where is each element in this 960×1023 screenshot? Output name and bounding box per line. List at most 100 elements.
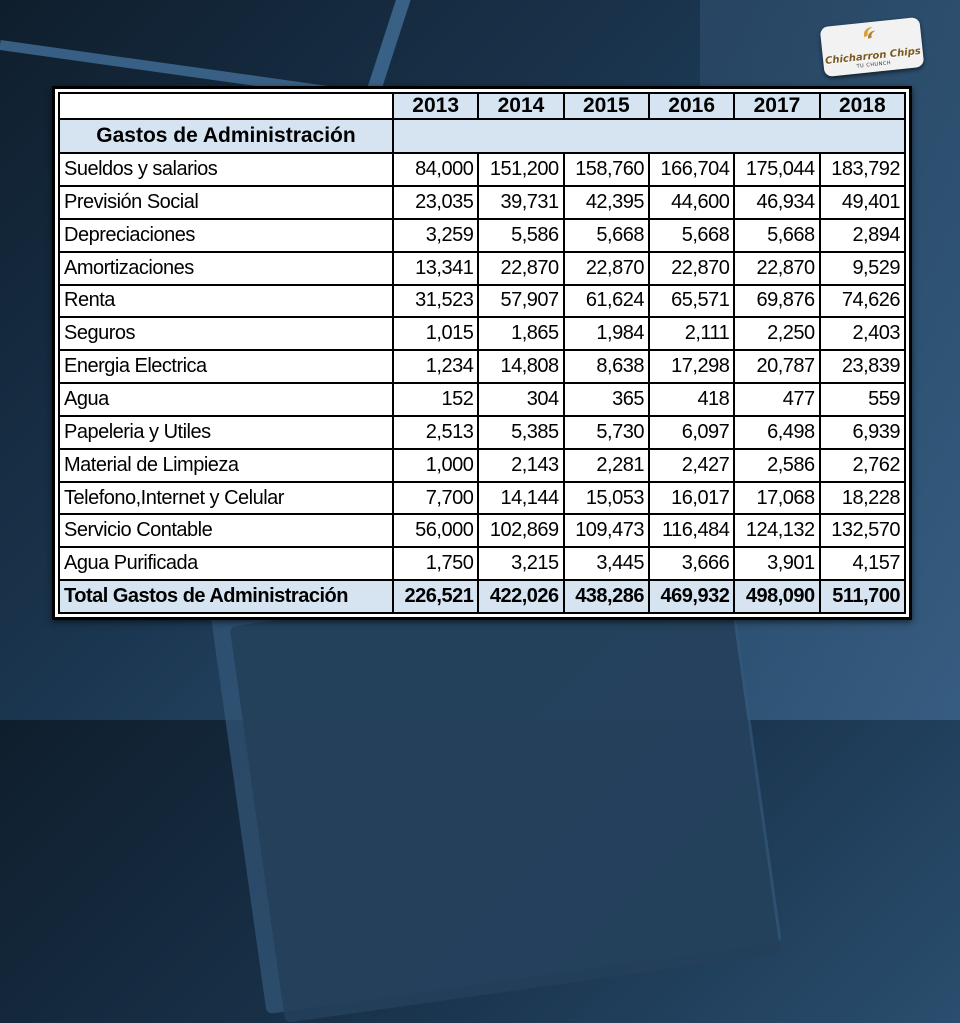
- value-cell: 152: [391, 382, 480, 417]
- value-cell: 22,870: [562, 250, 650, 286]
- value-cell: 15,053: [562, 480, 650, 516]
- value-cell: 23,839: [818, 349, 907, 385]
- value-cell: 5,668: [647, 217, 736, 253]
- year-header: 2016: [647, 92, 736, 120]
- value-cell: 3,259: [391, 217, 480, 253]
- table-row: Servicio Contable 56,000 102,869 109,473 116…: [58, 513, 907, 549]
- value-cell: 16,017: [647, 480, 736, 516]
- value-cell: 365: [562, 382, 650, 417]
- value-cell: 2,143: [477, 447, 565, 483]
- value-cell: 42,395: [562, 185, 650, 220]
- value-cell: 3,445: [562, 546, 650, 582]
- value-cell: 49,401: [818, 185, 907, 220]
- expenses-table-frame: 2013 2014 2015 2016 2017 2018 Gastos de …: [52, 86, 912, 620]
- row-label: Telefono,Internet y Celular: [58, 480, 394, 516]
- value-cell: 2,111: [647, 316, 736, 352]
- value-cell: 5,668: [562, 217, 650, 253]
- value-cell: 22,870: [477, 250, 565, 286]
- value-cell: 18,228: [818, 480, 907, 516]
- row-label: Agua: [58, 382, 394, 417]
- value-cell: 61,624: [562, 283, 650, 319]
- value-cell: 6,097: [647, 414, 736, 450]
- year-header: 2018: [818, 92, 907, 120]
- value-cell: 2,427: [647, 447, 736, 483]
- value-cell: 418: [647, 382, 736, 417]
- value-cell: 14,144: [477, 480, 565, 516]
- row-label: Renta: [58, 283, 394, 319]
- value-cell: 6,498: [733, 414, 821, 450]
- table-row: Renta 31,523 57,907 61,624 65,571 69,876 74,62…: [58, 283, 907, 319]
- row-label: Servicio Contable: [58, 513, 394, 549]
- section-title: Gastos de Administración: [58, 117, 394, 155]
- value-cell: 1,984: [562, 316, 650, 352]
- value-cell: 477: [733, 382, 821, 417]
- value-cell: 175,044: [733, 152, 821, 187]
- value-cell: 17,298: [647, 349, 736, 385]
- row-label: Papeleria y Utiles: [58, 414, 394, 450]
- year-header: 2014: [477, 92, 565, 120]
- value-cell: 116,484: [647, 513, 736, 549]
- value-cell: 8,638: [562, 349, 650, 385]
- value-cell: 39,731: [477, 185, 565, 220]
- value-cell: 132,570: [818, 513, 907, 549]
- table-row: Previsión Social 23,035 39,731 42,395 44,600…: [58, 185, 907, 220]
- value-cell: 57,907: [477, 283, 565, 319]
- value-cell: 2,513: [391, 414, 480, 450]
- year-header: 2017: [733, 92, 821, 120]
- row-label: Depreciaciones: [58, 217, 394, 253]
- year-header-row: 2013 2014 2015 2016 2017 2018: [58, 92, 907, 120]
- value-cell: 304: [477, 382, 565, 417]
- value-cell: 46,934: [733, 185, 821, 220]
- value-cell: 1,234: [391, 349, 480, 385]
- table-row: Depreciaciones 3,259 5,586 5,668 5,668 5,668 2…: [58, 217, 907, 253]
- value-cell: 2,894: [818, 217, 907, 253]
- row-label: Previsión Social: [58, 185, 394, 220]
- row-label: Sueldos y salarios: [58, 152, 394, 187]
- total-value-cell: 226,521: [391, 579, 480, 614]
- value-cell: 20,787: [733, 349, 821, 385]
- value-cell: 166,704: [647, 152, 736, 187]
- value-cell: 2,403: [818, 316, 907, 352]
- total-value-cell: 511,700: [818, 579, 907, 614]
- table-row: Papeleria y Utiles 2,513 5,385 5,730 6,097 6,…: [58, 414, 907, 450]
- value-cell: 2,762: [818, 447, 907, 483]
- table-row: Agua Purificada 1,750 3,215 3,445 3,666 3,901…: [58, 546, 907, 582]
- value-cell: 23,035: [391, 185, 480, 220]
- total-value-cell: 438,286: [562, 579, 650, 614]
- value-cell: 74,626: [818, 283, 907, 319]
- value-cell: 102,869: [477, 513, 565, 549]
- value-cell: 3,901: [733, 546, 821, 582]
- value-cell: 559: [818, 382, 907, 417]
- header-corner-cell: [58, 92, 394, 120]
- value-cell: 3,215: [477, 546, 565, 582]
- total-value-cell: 498,090: [733, 579, 821, 614]
- value-cell: 109,473: [562, 513, 650, 549]
- value-cell: 17,068: [733, 480, 821, 516]
- section-title-row: Gastos de Administración: [58, 117, 906, 155]
- value-cell: 22,870: [733, 250, 821, 286]
- value-cell: 6,939: [818, 414, 907, 450]
- year-header: 2015: [562, 92, 650, 120]
- total-value-cell: 469,932: [647, 579, 736, 614]
- brand-logo: Chicharron Chips TU CHUNCH: [819, 16, 925, 78]
- total-label: Total Gastos de Administración: [58, 579, 394, 614]
- value-cell: 7,700: [391, 480, 480, 516]
- table-row: Agua 152 304 365 418 477 559: [58, 382, 907, 417]
- value-cell: 2,586: [733, 447, 821, 483]
- chip-swirl-icon: [863, 27, 876, 39]
- admin-expenses-table: 2013 2014 2015 2016 2017 2018 Gastos de …: [58, 92, 907, 614]
- value-cell: 2,250: [733, 316, 821, 352]
- row-label: Material de Limpieza: [58, 447, 394, 483]
- table-row: Material de Limpieza 1,000 2,143 2,281 2,427…: [58, 447, 907, 483]
- value-cell: 151,200: [477, 152, 565, 187]
- row-label: Agua Purificada: [58, 546, 394, 582]
- row-label: Energia Electrica: [58, 349, 394, 385]
- row-label: Seguros: [58, 316, 394, 352]
- total-row: Total Gastos de Administración 226,521 422…: [58, 579, 907, 614]
- value-cell: 5,586: [477, 217, 565, 253]
- value-cell: 183,792: [818, 152, 907, 187]
- value-cell: 1,000: [391, 447, 480, 483]
- row-label: Amortizaciones: [58, 250, 394, 286]
- value-cell: 2,281: [562, 447, 650, 483]
- section-title-fill: [392, 117, 906, 155]
